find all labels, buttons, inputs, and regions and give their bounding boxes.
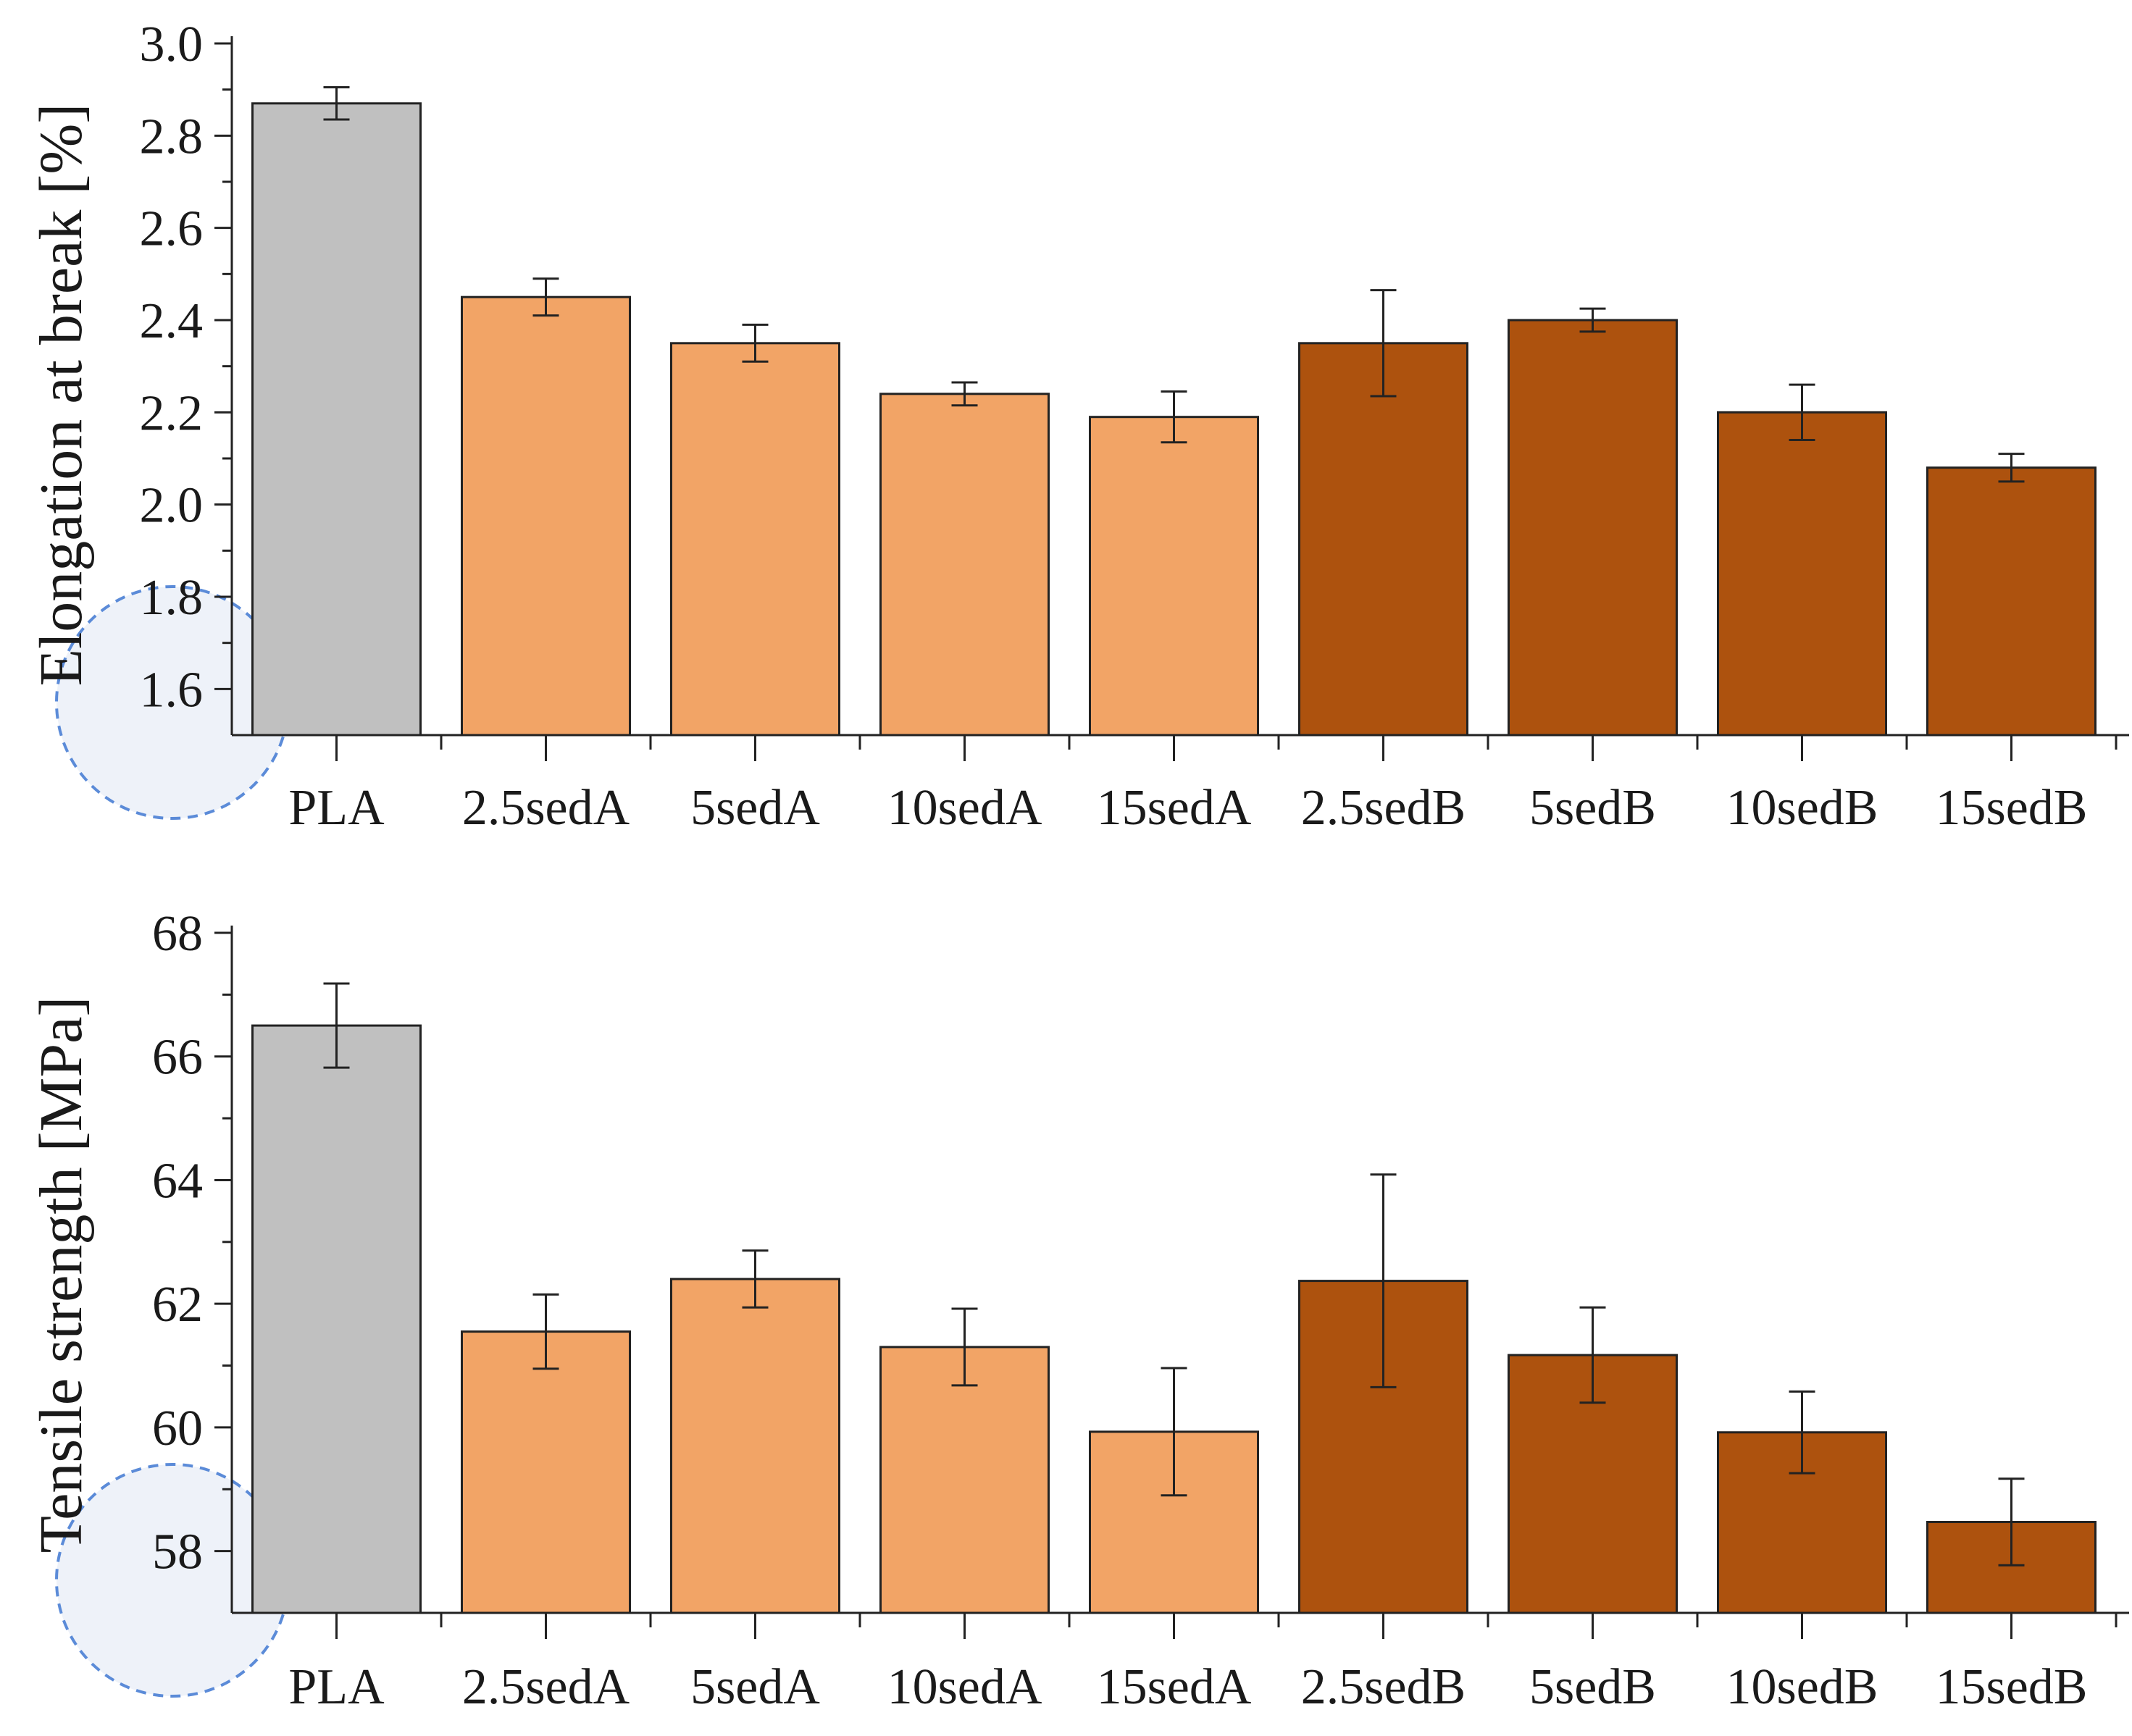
elongation-error-bar xyxy=(532,277,559,317)
elongation-x-tick-label: 10sedA xyxy=(887,780,1042,836)
tensile-x-tick-label: 10sedA xyxy=(887,1659,1042,1715)
elongation-error-bar xyxy=(1789,383,1815,442)
tensile-error-bar xyxy=(1161,1367,1187,1497)
tensile-x-tick-label: 5sedA xyxy=(690,1659,820,1715)
elongation-y-tick-label: 2.2 xyxy=(140,385,204,441)
tensile-y-axis-title: Tensile strength [MPa] xyxy=(28,997,95,1553)
elongation-x-tick-label: 15sedB xyxy=(1936,780,2088,836)
elongation-error-bar xyxy=(951,381,978,407)
elongation-error-bar xyxy=(1579,307,1606,333)
tensile-x-tick-label: 2.5sedA xyxy=(462,1659,630,1715)
elongation-bar xyxy=(1508,319,1678,737)
elongation-bar xyxy=(1926,466,2097,737)
elongation-bar xyxy=(1089,416,1259,737)
tensile-chart: 58 60 62 64 66 68 PLA 2.5sedA 5sedA 10sedA 15sedA 2… xyxy=(28,906,2129,1715)
elongation-error-bar xyxy=(1161,390,1187,444)
elongation-chart: 1.6 1.8 2.0 2.2 2.4 2.6 2.8 3.0 PLA 2.5sedA 5sedA 1… xyxy=(28,17,2129,836)
elongation-error-bar xyxy=(1998,453,2025,483)
elongation-x-tick-label: 15sedA xyxy=(1097,780,1252,836)
elongation-bar xyxy=(1298,342,1468,737)
elongation-y-tick-label: 3.0 xyxy=(140,17,204,72)
tensile-bar xyxy=(251,1024,422,1614)
tensile-bar xyxy=(670,1278,840,1614)
tensile-bar xyxy=(879,1346,1050,1614)
elongation-error-bar xyxy=(323,85,350,121)
elongation-x-tick-label: 5sedB xyxy=(1529,780,1656,836)
elongation-bar xyxy=(1717,411,1887,737)
tensile-error-bar xyxy=(1998,1477,2025,1567)
tensile-error-bar xyxy=(742,1249,769,1309)
tensile-y-tick-label: 58 xyxy=(152,1525,203,1580)
tensile-error-bar xyxy=(951,1307,978,1387)
elongation-y-tick-label: 2.0 xyxy=(140,478,204,534)
tensile-error-bar xyxy=(532,1293,559,1370)
elongation-y-axis-title: Elongation at break [%] xyxy=(28,104,95,687)
elongation-x-tick-label: 10sedB xyxy=(1726,780,1878,836)
tensile-y-tick-label: 68 xyxy=(152,906,203,962)
tensile-x-tick-label: 2.5sedB xyxy=(1301,1659,1466,1715)
tensile-y-tick-label: 60 xyxy=(152,1401,203,1456)
tensile-x-tick-label: PLA xyxy=(288,1659,385,1715)
elongation-x-tick-label: 5sedA xyxy=(690,780,820,836)
elongation-y-tick-label: 2.8 xyxy=(140,109,204,164)
tensile-y-tick-label: 62 xyxy=(152,1277,203,1333)
tensile-x-tick-label: 15sedA xyxy=(1097,1659,1252,1715)
tensile-x-tick-label: 15sedB xyxy=(1936,1659,2088,1715)
elongation-x-tick-label: 2.5sedA xyxy=(462,780,630,836)
tensile-x-tick-label: 10sedB xyxy=(1726,1659,1878,1715)
elongation-bar xyxy=(879,393,1050,737)
tensile-x-tick-label: 5sedB xyxy=(1529,1659,1656,1715)
elongation-error-bar xyxy=(1370,289,1397,398)
elongation-y-tick-label: 2.6 xyxy=(140,201,204,257)
elongation-y-tick-label: 2.4 xyxy=(140,293,204,349)
tensile-error-bar xyxy=(1370,1173,1397,1388)
tensile-y-tick-label: 66 xyxy=(152,1030,203,1086)
tensile-error-bar xyxy=(323,982,350,1069)
elongation-x-tick-label: 2.5sedB xyxy=(1301,780,1466,836)
elongation-bar xyxy=(670,342,840,737)
tensile-bar xyxy=(461,1330,631,1614)
elongation-bar xyxy=(251,102,422,737)
elongation-y-tick-label: 1.6 xyxy=(140,662,204,718)
tensile-error-bar xyxy=(1579,1306,1606,1404)
tensile-error-bar xyxy=(1789,1390,1815,1475)
elongation-y-tick-label: 1.8 xyxy=(140,570,204,626)
elongation-x-tick-label: PLA xyxy=(288,780,385,836)
elongation-error-bar xyxy=(742,323,769,363)
tensile-y-tick-label: 64 xyxy=(152,1153,203,1209)
elongation-bar xyxy=(461,295,631,737)
